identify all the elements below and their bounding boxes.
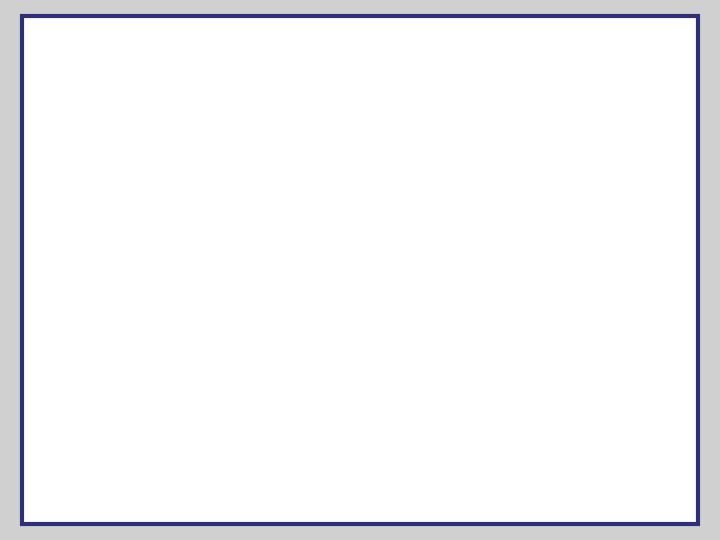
Text: Definition-Inability or difficulty swallowing: Definition-Inability or difficulty swall… bbox=[82, 180, 608, 204]
Text: Esophageal dysphagia: Esophageal dysphagia bbox=[137, 314, 387, 334]
Text: Obstructive dysphagia: Obstructive dysphagia bbox=[137, 357, 388, 377]
Text: Types-: Types- bbox=[82, 223, 162, 247]
Text: Oropharyngeal dysphagia: Oropharyngeal dysphagia bbox=[137, 271, 425, 291]
Text: Dysphagia: Dysphagia bbox=[48, 70, 313, 120]
